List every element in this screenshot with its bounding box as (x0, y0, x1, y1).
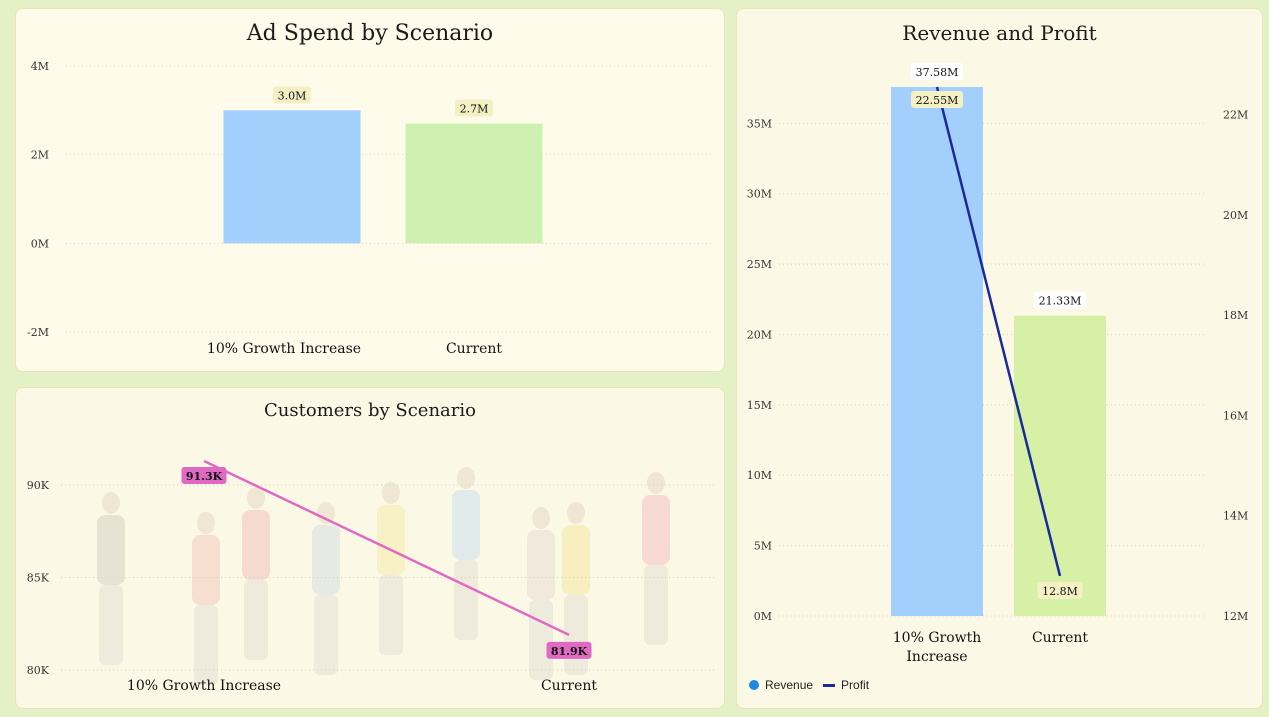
category-label-1-line-0: Current (1032, 630, 1088, 646)
bar-label-0-bg (273, 86, 311, 104)
legend-profit-label: Profit (841, 678, 870, 692)
y-tick-5: 10M (747, 469, 772, 482)
bg-figure-head (457, 467, 475, 489)
point-label-1: 81.9K (551, 645, 588, 658)
y2-tick-3: 16M (1223, 409, 1248, 422)
bg-figure-legs (529, 600, 553, 680)
bar-0 (223, 110, 361, 244)
y-tick-7: 0M (754, 610, 772, 623)
bg-figure-legs (194, 605, 218, 685)
revenue-profit-title: Revenue and Profit (902, 21, 1097, 45)
y-tick-2: 0M (31, 237, 49, 250)
point-label-1-bg (546, 641, 592, 659)
bg-figure-body (312, 525, 340, 595)
bar-label-0: 3.0M (278, 89, 307, 102)
bar-label-1: 2.7M (460, 103, 489, 116)
bg-figure-head (382, 482, 400, 504)
ad-spend-card: Ad Spend by Scenario 4M 2M 0M -2M 3.0M 10% Gr… (15, 8, 725, 372)
bg-figure-legs (99, 585, 123, 665)
bg-figure-head (317, 502, 335, 524)
revenue-bar-0 (891, 87, 983, 616)
bar-label-1-bg (455, 99, 493, 117)
y2-tick-4: 14M (1223, 510, 1248, 523)
bg-figure-head (102, 492, 120, 514)
revenue-label-0: 37.58M (916, 66, 959, 79)
category-label-1: Current (541, 678, 597, 694)
legend-profit-marker (823, 683, 836, 687)
profit-label-1-bg (1037, 581, 1083, 599)
bg-figure-legs (379, 575, 403, 655)
profit-label-0-bg (911, 91, 963, 108)
y-tick-2: 80K (27, 664, 50, 677)
bg-figure-body (527, 530, 555, 600)
y2-tick-5: 12M (1223, 610, 1248, 623)
y-tick-1: 85K (27, 572, 50, 585)
bg-figure-body (562, 525, 590, 595)
y-tick-3: -2M (27, 326, 49, 339)
y-tick-1: 2M (31, 149, 49, 162)
category-label-0-line-0: 10% Growth (893, 630, 982, 646)
legend-revenue-label: Revenue (765, 678, 814, 692)
category-label-0: 10% Growth Increase (207, 341, 361, 357)
bg-figure-body (642, 495, 670, 565)
profit-label-0: 22.55M (916, 94, 959, 107)
customers-title: Customers by Scenario (264, 400, 476, 421)
bg-figure-body (452, 490, 480, 560)
bg-figure-body (97, 515, 125, 585)
bg-figure-legs (644, 565, 668, 645)
y-tick-6: 5M (754, 540, 772, 553)
bg-figure-body (377, 505, 405, 575)
revenue-profit-card: Revenue and Profit 35M 30M 25M 20M 15M 10M 5M 0… (736, 8, 1263, 709)
y-tick-1: 30M (747, 188, 772, 201)
revenue-label-0-bg (911, 63, 963, 80)
y2-tick-0: 22M (1223, 109, 1248, 122)
bg-figure-legs (454, 560, 478, 640)
bg-figure-head (567, 502, 585, 524)
customers-card: Customers by Scenario 90K 85K 80K 91.3K 81.9… (15, 387, 725, 709)
point-label-0: 91.3K (186, 470, 223, 483)
revenue-bar-1 (1014, 315, 1106, 616)
profit-line (935, 86, 1062, 577)
y-tick-2: 25M (747, 258, 772, 271)
y2-tick-1: 20M (1223, 209, 1248, 222)
y2-tick-2: 18M (1223, 309, 1248, 322)
revenue-label-1-bg (1034, 291, 1086, 309)
revenue-profit-chart: 35M 30M 25M 20M 15M 10M 5M 0M 22M 20M 18M 16M 14M 12M… (747, 63, 1248, 665)
legend-revenue-marker (749, 680, 759, 690)
bg-figure-head (197, 512, 215, 534)
bg-figure-legs (244, 580, 268, 660)
bg-figure-head (532, 507, 550, 529)
bg-figure-head (247, 487, 265, 509)
y-tick-0: 4M (31, 60, 49, 73)
bg-figure-legs (314, 595, 338, 675)
ad-spend-chart: 4M 2M 0M -2M 3.0M 10% Growth Increase 2.7M Curr… (27, 60, 711, 357)
category-label-0-line-1: Increase (906, 649, 967, 665)
y-tick-0: 90K (27, 479, 50, 492)
bar-1 (405, 123, 543, 244)
revenue-label-1: 21.33M (1039, 295, 1082, 308)
category-label-1: Current (446, 341, 502, 357)
customers-chart: 90K 85K 80K 91.3K 81.9K 10% Growth Increase Cu… (27, 459, 716, 694)
category-label-0: 10% Growth Increase (127, 678, 281, 694)
point-label-0-bg (181, 466, 227, 484)
legend: Revenue Profit (749, 678, 869, 692)
bg-figure-head (647, 472, 665, 494)
profit-label-1: 12.8M (1042, 585, 1078, 598)
bg-figure-body (242, 510, 270, 580)
ad-spend-title: Ad Spend by Scenario (246, 21, 494, 46)
customers-line (203, 459, 570, 636)
bg-figure-body (192, 535, 220, 605)
y-tick-3: 20M (747, 328, 772, 341)
y-tick-0: 35M (747, 117, 772, 130)
y-tick-4: 15M (747, 399, 772, 412)
